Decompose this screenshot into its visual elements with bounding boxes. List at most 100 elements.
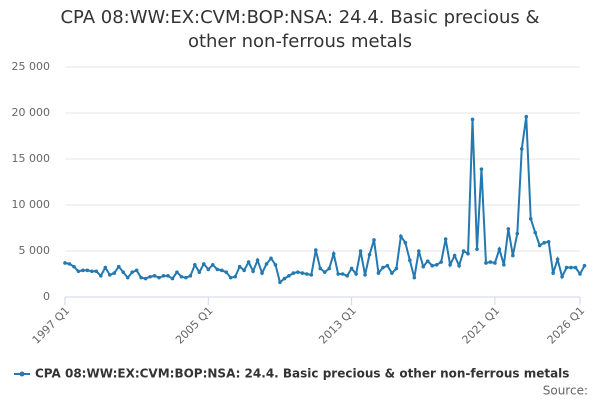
legend-label: CPA 08:WW:EX:CVM:BOP:NSA: 24.4. Basic pr… xyxy=(35,367,569,381)
data-point xyxy=(555,257,560,262)
data-point xyxy=(251,269,255,274)
data-point xyxy=(107,273,112,277)
data-point xyxy=(367,252,372,257)
data-point xyxy=(511,253,515,258)
data-point xyxy=(381,265,385,270)
data-point xyxy=(448,263,452,267)
data-point xyxy=(197,270,202,274)
data-point xyxy=(430,263,435,268)
data-point xyxy=(188,274,193,278)
data-point xyxy=(390,271,394,275)
data-point xyxy=(67,262,72,266)
data-point xyxy=(524,114,529,119)
data-point xyxy=(170,276,175,281)
data-point xyxy=(345,274,349,278)
data-point xyxy=(125,275,130,280)
data-point xyxy=(537,243,542,248)
data-point xyxy=(260,271,264,275)
data-point xyxy=(408,258,412,263)
data-point xyxy=(528,217,533,221)
data-point xyxy=(148,274,152,279)
data-point xyxy=(291,271,296,275)
data-point xyxy=(327,266,332,271)
data-point xyxy=(452,253,457,258)
data-point xyxy=(349,266,354,271)
data-point xyxy=(273,263,278,267)
x-tick-label: 2021 Q1 xyxy=(460,304,503,347)
data-point xyxy=(425,259,430,263)
data-point xyxy=(336,272,340,276)
data-point xyxy=(264,262,269,266)
data-point xyxy=(237,264,242,269)
data-point xyxy=(121,270,126,274)
data-point xyxy=(439,260,443,264)
data-point xyxy=(313,248,318,252)
data-point xyxy=(269,256,273,261)
data-point xyxy=(184,275,188,280)
data-point xyxy=(569,265,573,270)
data-point xyxy=(443,237,448,241)
data-point xyxy=(493,261,497,265)
data-point xyxy=(403,240,408,245)
data-point xyxy=(376,271,381,275)
data-point xyxy=(179,274,184,279)
data-line xyxy=(64,116,586,285)
data-point xyxy=(578,272,582,276)
data-point xyxy=(421,264,426,269)
data-point xyxy=(134,268,139,273)
y-tick-label: 25 000 xyxy=(12,60,51,73)
data-point xyxy=(412,275,417,280)
data-point xyxy=(287,274,291,278)
data-point xyxy=(300,271,305,275)
data-point xyxy=(564,265,569,270)
y-tick-label: 5 000 xyxy=(19,244,51,257)
data-point xyxy=(533,230,538,235)
chart-title: CPA 08:WW:EX:CVM:BOP:NSA: 24.4. Basic pr… xyxy=(60,7,540,52)
x-tick-label: 2026 Q1 xyxy=(545,304,588,347)
data-point xyxy=(416,249,421,253)
y-tick-label: 0 xyxy=(43,290,50,303)
data-point xyxy=(161,274,166,278)
data-point xyxy=(157,275,161,280)
data-point xyxy=(434,263,439,267)
data-point xyxy=(143,276,148,281)
data-point xyxy=(215,267,220,272)
legend-marker xyxy=(19,371,25,377)
x-tick-label: 2005 Q1 xyxy=(173,304,216,347)
data-point xyxy=(152,274,157,278)
data-point xyxy=(130,270,134,274)
data-point xyxy=(99,274,103,278)
data-point xyxy=(309,273,314,277)
source: Source: xyxy=(543,384,588,398)
data-point xyxy=(278,280,282,285)
data-point xyxy=(582,263,587,268)
data-point xyxy=(255,258,260,263)
data-point xyxy=(461,249,466,253)
x-tick-label: 1997 Q1 xyxy=(30,304,73,347)
data-point xyxy=(85,268,90,273)
data-point xyxy=(233,274,237,279)
data-point xyxy=(354,272,358,276)
data-point xyxy=(394,266,399,271)
data-point xyxy=(228,275,233,280)
data-point xyxy=(116,264,121,269)
data-point xyxy=(542,240,546,245)
data-point xyxy=(515,231,520,236)
data-point xyxy=(479,167,484,171)
data-point xyxy=(573,265,578,270)
data-point xyxy=(322,270,327,274)
data-point xyxy=(63,261,67,265)
data-point xyxy=(175,270,179,274)
data-point xyxy=(81,268,85,273)
data-point xyxy=(210,263,215,267)
data-point xyxy=(488,260,493,264)
data-point xyxy=(193,263,197,267)
data-point xyxy=(560,274,564,279)
y-tick-label: 10 000 xyxy=(12,198,51,211)
data-point xyxy=(90,269,94,274)
data-point xyxy=(399,234,403,239)
data-point xyxy=(76,269,81,274)
data-point xyxy=(296,270,300,274)
